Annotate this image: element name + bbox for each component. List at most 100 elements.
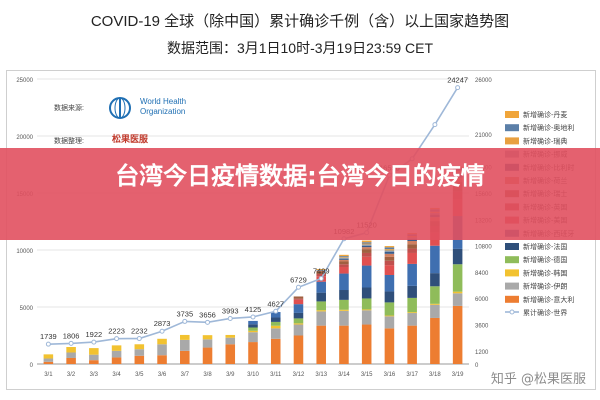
source-label: 数据来源: xyxy=(54,105,84,112)
left-tick-label: 20000 xyxy=(16,135,33,141)
x-tick-label: 3/8 xyxy=(203,372,212,378)
right-tick-label: 10800 xyxy=(475,245,492,251)
bar-segment xyxy=(316,301,326,311)
bar-segment xyxy=(361,240,372,243)
organizer-name: 松果医服 xyxy=(112,134,149,144)
left-tick-label: 25000 xyxy=(16,78,33,84)
bar-segment xyxy=(361,265,372,288)
line-point xyxy=(159,328,165,334)
bar-segment xyxy=(293,323,304,325)
bar-segment xyxy=(339,309,349,311)
bar-segment xyxy=(384,315,395,317)
bar-segment xyxy=(43,361,54,364)
bar-segment xyxy=(270,317,281,322)
x-tick-label: 3/15 xyxy=(361,372,373,378)
bar-segment xyxy=(293,296,304,299)
legend-label: 新增确诊-伊朗 xyxy=(523,282,567,291)
data-label: 2232 xyxy=(131,327,148,336)
data-label: 4125 xyxy=(245,305,262,314)
bar-segment xyxy=(111,345,122,351)
bar-segment xyxy=(316,270,326,272)
bar-segment xyxy=(180,350,190,364)
bar-segment xyxy=(384,302,395,316)
bar-segment xyxy=(316,281,326,293)
right-tick-label: 21000 xyxy=(475,133,492,139)
bar-segment xyxy=(66,347,76,353)
bar-segment xyxy=(202,339,213,348)
bar-segment xyxy=(316,292,326,302)
line-point xyxy=(432,122,438,128)
bar-segment xyxy=(248,324,258,328)
bar-segment xyxy=(339,254,349,257)
line-point xyxy=(114,336,120,342)
bar-segment xyxy=(293,299,304,305)
bar-segment xyxy=(270,338,281,364)
bar-segment xyxy=(316,274,326,277)
line-point xyxy=(136,336,142,342)
x-tick-label: 3/5 xyxy=(135,372,144,378)
bar-segment xyxy=(339,257,349,258)
legend-swatch xyxy=(505,282,519,290)
line-point xyxy=(45,341,51,347)
bar-segment xyxy=(361,244,372,246)
x-tick-label: 3/16 xyxy=(384,372,396,378)
bar-segment xyxy=(89,348,99,355)
bar-segment xyxy=(361,243,372,245)
bar-segment xyxy=(157,338,167,345)
bar-segment xyxy=(339,259,349,262)
bar-segment xyxy=(339,325,349,364)
right-tick-label: 8400 xyxy=(475,271,489,277)
x-tick-label: 3/9 xyxy=(226,372,235,378)
chart-title: COVID-19 全球（除中国）累计确诊千例（含）以上国家趋势图 xyxy=(90,13,510,30)
bar-segment xyxy=(384,274,395,292)
bar-segment xyxy=(361,256,372,266)
legend-label: 累计确诊-世界 xyxy=(523,308,567,317)
bar-segment xyxy=(361,309,372,311)
x-tick-label: 3/18 xyxy=(429,372,441,378)
bar-segment xyxy=(316,311,326,326)
data-label: 4627 xyxy=(267,299,284,308)
bar-segment xyxy=(339,256,349,258)
bar-segment xyxy=(66,357,76,364)
legend-swatch xyxy=(505,124,519,132)
bar-segment xyxy=(407,241,417,245)
bar-segment xyxy=(111,357,122,364)
data-label: 24247 xyxy=(447,76,468,85)
legend-label: 新增确诊-丹麦 xyxy=(523,110,567,119)
bar-segment xyxy=(430,273,440,287)
bar-segment xyxy=(316,271,326,275)
bar-segment xyxy=(339,266,349,274)
x-tick-label: 3/19 xyxy=(452,372,464,378)
bar-segment xyxy=(157,344,167,356)
bar-segment xyxy=(248,327,258,331)
bar-segment xyxy=(384,328,395,364)
bar-segment xyxy=(339,261,349,265)
bar-segment xyxy=(452,305,463,364)
bar-segment xyxy=(430,303,440,305)
line-point xyxy=(205,319,211,325)
bar-segment xyxy=(361,242,372,244)
bar-segment xyxy=(384,316,395,329)
bar-segment xyxy=(180,334,190,340)
bar-segment xyxy=(452,293,463,306)
bar-segment xyxy=(339,290,349,300)
line-point xyxy=(273,308,279,314)
line-point xyxy=(227,315,233,321)
left-tick-label: 10000 xyxy=(16,249,33,255)
bar-segment xyxy=(316,269,326,270)
bar-segment xyxy=(316,325,326,364)
bar-segment xyxy=(384,247,395,250)
bar-segment xyxy=(248,332,258,343)
legend-label: 新增确诊-德国 xyxy=(523,255,567,264)
bar-segment xyxy=(225,344,236,364)
x-tick-label: 3/3 xyxy=(90,372,99,378)
bar-segment xyxy=(407,313,417,326)
bar-segment xyxy=(361,247,372,250)
bar-segment xyxy=(293,335,304,364)
chart-subtitle: 数据范围：3月1日10时-3月19日23:59 CET xyxy=(166,40,434,56)
x-tick-label: 3/1 xyxy=(44,372,53,378)
line-point xyxy=(250,314,256,320)
bar-segment xyxy=(361,249,372,253)
x-tick-label: 3/17 xyxy=(406,372,418,378)
legend-line-marker xyxy=(509,309,515,315)
